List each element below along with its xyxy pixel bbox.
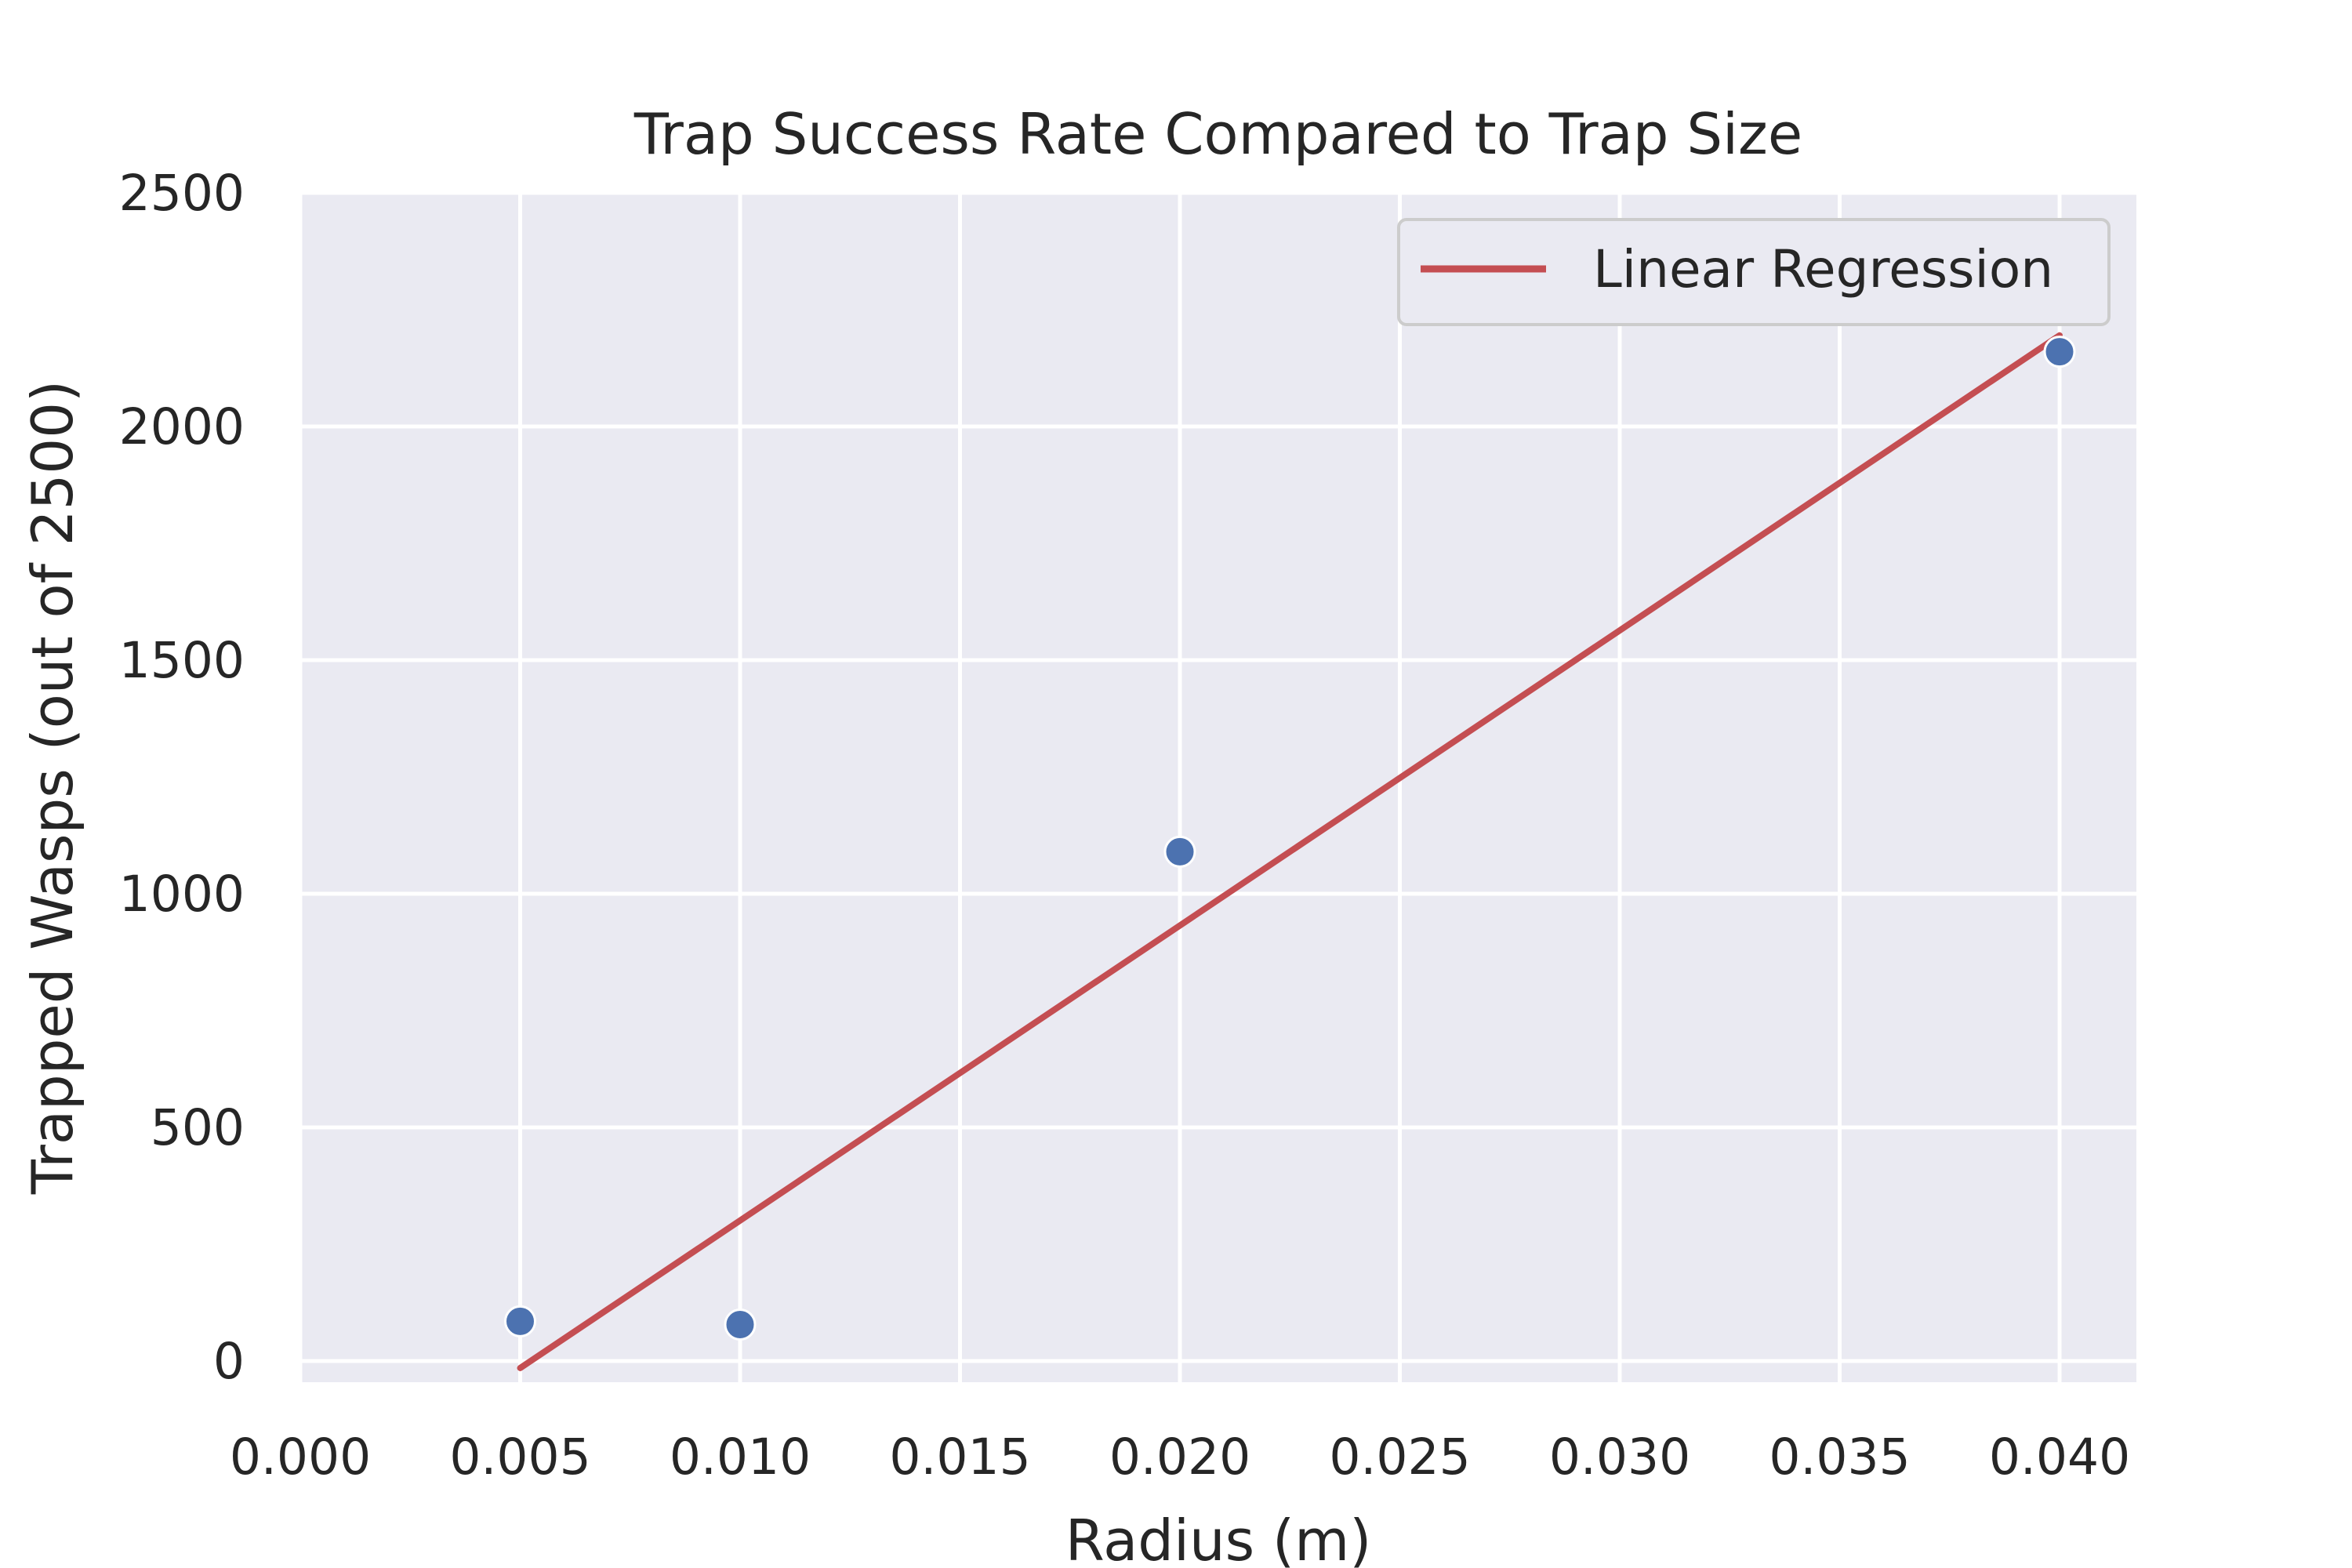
legend-box — [1397, 218, 2111, 326]
x-tick-label: 0.020 — [1109, 1428, 1250, 1486]
y-tick-label: 2000 — [119, 398, 245, 456]
x-tick-label: 0.035 — [1769, 1428, 1910, 1486]
y-tick-label: 0 — [213, 1333, 245, 1390]
x-axis-label: Radius (m) — [1065, 1508, 1372, 1568]
y-tick-label: 1500 — [119, 632, 245, 689]
y-tick-labels: 0 500 1000 1500 2000 2500 — [119, 165, 245, 1390]
x-tick-label: 0.000 — [230, 1428, 371, 1486]
x-tick-label: 0.040 — [1989, 1428, 2130, 1486]
plot-area — [300, 193, 2136, 1382]
data-point — [2043, 336, 2076, 368]
x-tick-labels: 0.000 0.005 0.010 0.015 0.020 0.025 0.030 0.035… — [230, 1428, 2130, 1486]
legend: Linear Regression — [1397, 218, 2111, 326]
x-tick-label: 0.005 — [449, 1428, 590, 1486]
x-gridlines — [298, 193, 2062, 1382]
y-tick-label: 2500 — [119, 165, 245, 222]
y-gridlines — [300, 191, 2136, 1363]
legend-label-linear-regression: Linear Regression — [1593, 239, 2053, 299]
chart-title: Trap Success Rate Compared to Trap Size — [633, 101, 1802, 167]
y-tick-label: 500 — [151, 1099, 245, 1156]
regression-line — [517, 332, 2063, 1371]
data-point — [504, 1305, 536, 1338]
data-point — [1163, 835, 1196, 868]
scatter-points-layer — [504, 336, 2076, 1341]
data-point — [724, 1308, 757, 1341]
x-tick-label: 0.015 — [889, 1428, 1030, 1486]
x-tick-label: 0.025 — [1329, 1428, 1470, 1486]
x-tick-label: 0.030 — [1549, 1428, 1690, 1486]
regression-line-layer — [517, 332, 2063, 1371]
y-axis-label: Trapped Wasps (out of 2500) — [20, 380, 85, 1195]
y-tick-label: 1000 — [119, 866, 245, 923]
x-tick-label: 0.010 — [670, 1428, 811, 1486]
